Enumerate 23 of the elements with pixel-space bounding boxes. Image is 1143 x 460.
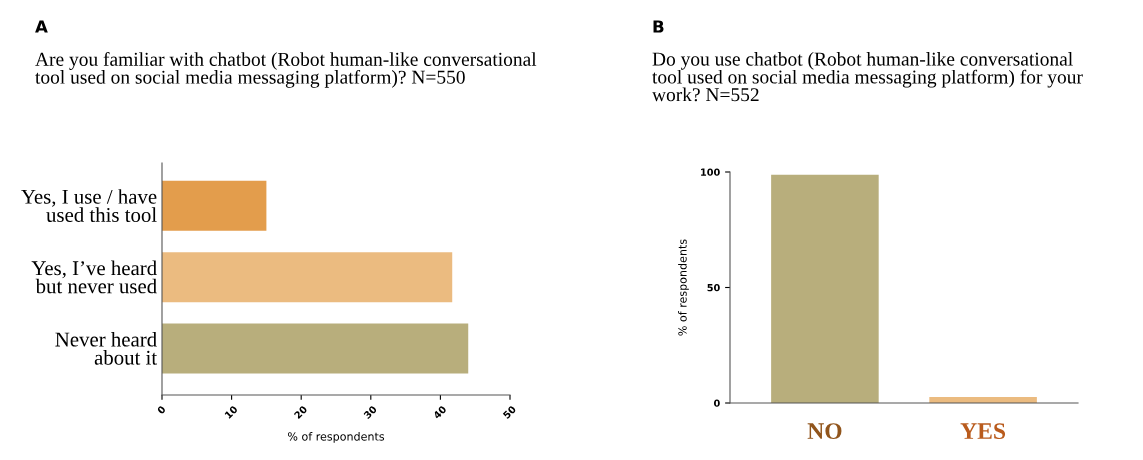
x-tick-label: 40: [432, 405, 447, 420]
x-tick-label: 30: [363, 405, 378, 420]
bar: [162, 323, 469, 374]
chart-title: Are you familiar with chatbot (Robot human-like conversational tool used on social media messaging platform)? N=550: [35, 52, 537, 88]
x-tick-label: 20: [293, 405, 308, 420]
bar: [162, 180, 267, 231]
y-tick-label: Never heard about it: [55, 331, 158, 365]
x-tick-label: 50: [502, 405, 517, 420]
text: A: [35, 20, 48, 33]
text: B: [653, 20, 664, 33]
y-tick-label: Yes, I’ve heard but never used: [31, 260, 157, 294]
chart-title: Do you use chatbot (Robot human-like conversational tool used on social media messaging platform) for your work? N=552: [652, 52, 1083, 102]
bar: [162, 252, 453, 303]
x-tick-label: 10: [224, 405, 239, 419]
x-axis-title: % of respondents: [287, 432, 385, 443]
x-tick-label: NO: [807, 423, 842, 440]
x-tick-label: 0: [156, 405, 167, 415]
x-tick-label: YES: [960, 423, 1006, 440]
y-tick-label: Yes, I use / have used this tool: [21, 189, 157, 222]
y-tick-label: 0: [713, 399, 720, 407]
y-tick-label: 50: [707, 283, 720, 292]
y-tick-label: 100: [701, 168, 720, 176]
y-axis-title: % of respondents: [678, 239, 689, 336]
